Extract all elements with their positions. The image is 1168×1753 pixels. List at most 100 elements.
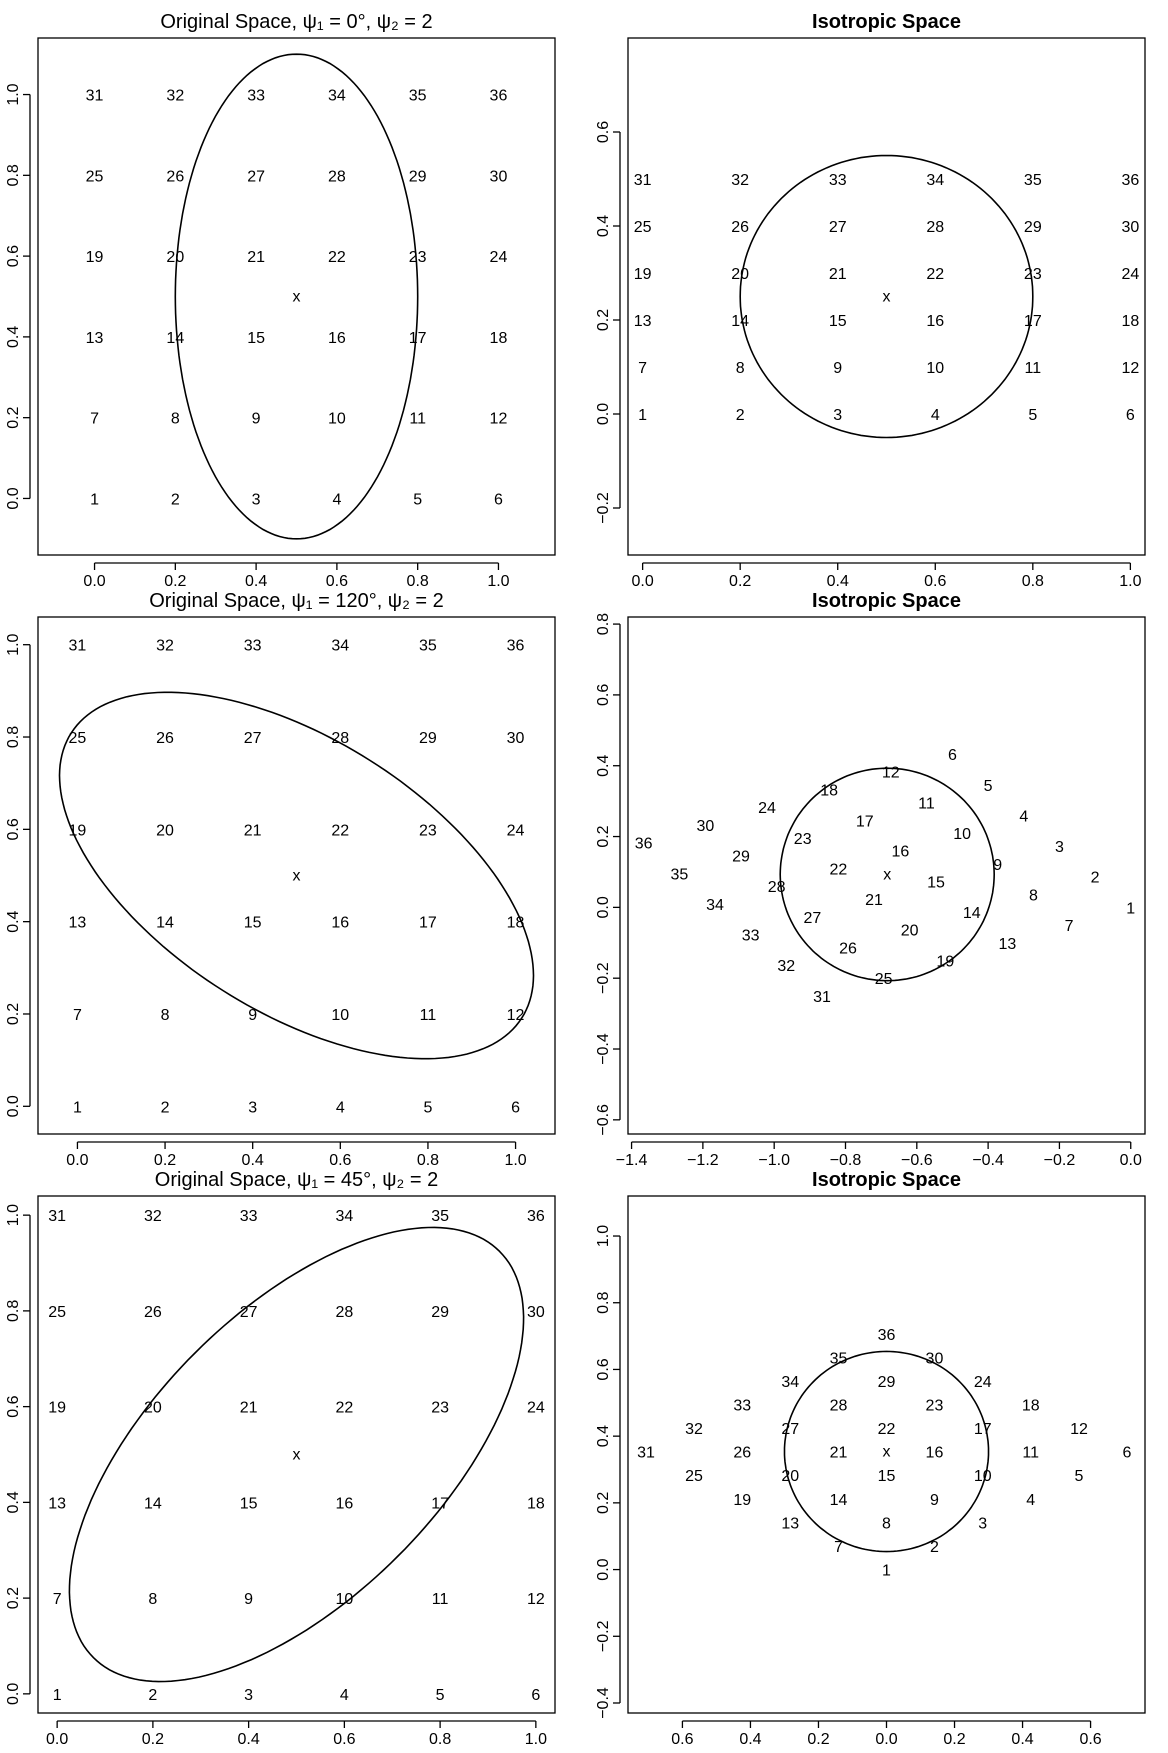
center-marker: x <box>293 289 301 306</box>
point-label: 28 <box>768 879 786 896</box>
point-label: 34 <box>706 897 724 914</box>
panel-title: Original Space, ψ₁ = 45°, ψ₂ = 2 <box>155 1169 438 1191</box>
x-axis: 0.0 0.2 0.4 0.6 0.8 1.0 <box>632 562 1142 590</box>
point-label: 9 <box>993 857 1002 874</box>
x-tick-label: 1.0 <box>487 573 509 590</box>
point-label: 8 <box>161 1007 170 1024</box>
point-label: 14 <box>156 915 174 932</box>
point-label: 13 <box>86 330 104 347</box>
y-tick-label: −0.2 <box>595 962 612 994</box>
point-label: 2 <box>736 407 745 424</box>
point-label: 18 <box>1121 313 1139 330</box>
point-label: 14 <box>144 1495 162 1512</box>
x-tick-label: −0.8 <box>830 1152 862 1169</box>
x-tick-label: 0.8 <box>407 573 429 590</box>
point-label: 1 <box>90 491 99 508</box>
point-label: 17 <box>974 1421 992 1438</box>
point-label: 3 <box>833 407 842 424</box>
point-label: 17 <box>431 1495 449 1512</box>
point-label: 21 <box>829 266 847 283</box>
x-tick-label: 0.6 <box>329 1152 351 1169</box>
point-label: 27 <box>247 168 265 185</box>
y-tick-label: −0.4 <box>595 1033 612 1065</box>
point-label: 1 <box>1126 900 1135 917</box>
x-tick-label: 0.4 <box>739 1731 761 1748</box>
point-label: 9 <box>252 411 261 428</box>
point-label: 22 <box>926 266 944 283</box>
y-axis: −0.2 0.0 0.2 0.4 0.6 <box>595 121 621 524</box>
point-label: 2 <box>171 491 180 508</box>
x-tick-label: 0.4 <box>1011 1731 1033 1748</box>
point-label: 25 <box>875 971 893 988</box>
point-label: 2 <box>1091 870 1100 887</box>
point-label: 19 <box>86 249 104 266</box>
x-tick-label: 0.6 <box>333 1731 355 1748</box>
point-label: 21 <box>247 249 265 266</box>
point-label: 35 <box>409 88 427 105</box>
point-label: 8 <box>882 1516 891 1533</box>
point-label: 23 <box>409 249 427 266</box>
x-tick-label: 0.0 <box>66 1152 88 1169</box>
y-tick-label: 0.4 <box>5 1491 22 1513</box>
point-label: 28 <box>926 219 944 236</box>
point-label: 28 <box>830 1397 848 1414</box>
point-label: 30 <box>507 730 525 747</box>
y-tick-label: 1.0 <box>595 1225 612 1247</box>
point-label: 21 <box>865 892 883 909</box>
point-label: 19 <box>936 953 954 970</box>
x-tick-label: 0.8 <box>429 1731 451 1748</box>
point-label: 1 <box>638 407 647 424</box>
point-label: 19 <box>48 1400 66 1417</box>
point-label: 34 <box>781 1374 799 1391</box>
point-label: 13 <box>781 1516 799 1533</box>
anisotropy-ellipse <box>174 53 419 540</box>
point-label: 10 <box>974 1468 992 1485</box>
point-label: 10 <box>331 1007 349 1024</box>
y-tick-label: 0.6 <box>5 245 22 267</box>
point-label: 15 <box>878 1468 896 1485</box>
x-tick-label: 0.0 <box>632 573 654 590</box>
point-label: 16 <box>926 1444 944 1461</box>
point-label: 31 <box>634 172 652 189</box>
point-label: 8 <box>736 360 745 377</box>
point-label: 22 <box>331 822 349 839</box>
point-label: 23 <box>431 1400 449 1417</box>
panel-2: Isotropic Space 0.0 0.2 0.4 0.6 0.8 1.0 −0.2 0.0… <box>595 11 1146 590</box>
point-label: 34 <box>331 638 349 655</box>
point-label: 24 <box>974 1374 992 1391</box>
plot-frame <box>37 37 556 556</box>
point-label: 22 <box>878 1421 896 1438</box>
point-label: 4 <box>332 491 341 508</box>
point-label: 4 <box>931 407 940 424</box>
y-tick-label: 0.4 <box>5 326 22 348</box>
point-label: 25 <box>685 1468 703 1485</box>
center-marker: x <box>883 1443 891 1460</box>
point-label: 26 <box>156 730 174 747</box>
x-tick-label: 0.2 <box>154 1152 176 1169</box>
panel-title: Original Space, ψ₁ = 120°, ψ₂ = 2 <box>149 590 444 612</box>
y-tick-label: 0.4 <box>595 215 612 237</box>
point-label: 2 <box>930 1539 939 1556</box>
point-label: 16 <box>335 1495 353 1512</box>
point-label: 33 <box>829 172 847 189</box>
point-label: 33 <box>733 1397 751 1414</box>
x-tick-label: 0.4 <box>242 1152 264 1169</box>
point-label: 18 <box>1022 1397 1040 1414</box>
point-label: 30 <box>490 168 508 185</box>
x-tick-label: 0.2 <box>943 1731 965 1748</box>
point-label: 5 <box>1028 407 1037 424</box>
point-label: 11 <box>432 1591 449 1608</box>
x-tick-label: 1.0 <box>525 1731 547 1748</box>
y-tick-label: 0.8 <box>5 726 22 748</box>
center-marker: x <box>293 1447 301 1464</box>
point-label: 32 <box>731 172 749 189</box>
isotropic-circle <box>783 1350 990 1553</box>
y-tick-label: 1.0 <box>5 633 22 655</box>
x-tick-label: −1.2 <box>687 1152 719 1169</box>
point-label: 8 <box>148 1591 157 1608</box>
point-label: 23 <box>419 822 437 839</box>
point-label: 33 <box>244 638 262 655</box>
x-axis: 0.6 0.4 0.2 0.0 0.2 0.4 0.6 <box>671 1720 1102 1748</box>
point-label: 3 <box>1055 839 1064 856</box>
